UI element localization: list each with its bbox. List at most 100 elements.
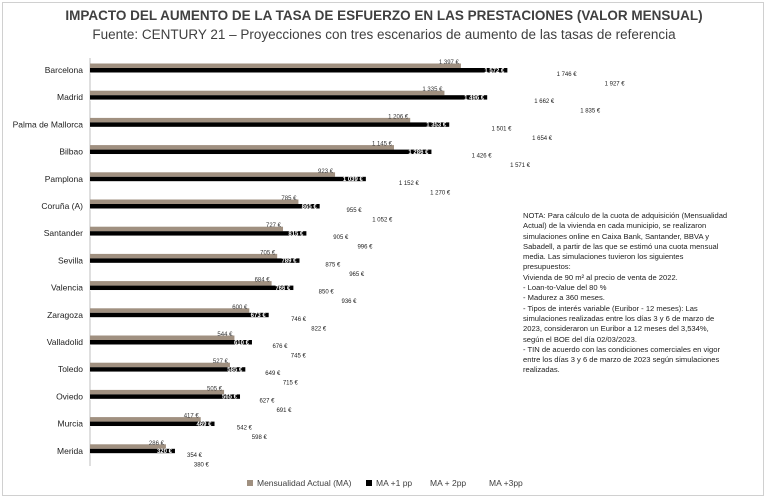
category-label-toledo: Toledo	[58, 364, 83, 374]
data-label-ma-bilbao: 1 145 €	[372, 142, 393, 148]
bar-ma-1pp-zaragoza	[90, 312, 269, 318]
category-label-pamplona: Pamplona	[45, 174, 84, 184]
data-label-ma-1pp-valencia: 766 €	[275, 286, 291, 292]
legend: Mensualidad Actual (MA) MA +1 pp MA + 2p…	[0, 478, 768, 492]
data-label-ma-barcelona: 1 397 €	[439, 60, 460, 66]
legend-label: MA +1 pp	[376, 478, 413, 488]
data-label-ma-coruna-a: 785 €	[281, 196, 297, 202]
note-line: NOTA: Para cálculo de la cuota de adquis…	[523, 211, 729, 272]
data-label-ma-murcia: 417 €	[184, 414, 200, 420]
bar-ma-3pp-zaragoza	[90, 317, 309, 319]
data-label-ma-3pp-oviedo: 691 €	[276, 408, 292, 414]
data-label-ma-2pp-valencia: 850 €	[319, 290, 335, 296]
bar-ma-1pp-pamplona	[90, 176, 366, 182]
data-label-ma-merida: 286 €	[149, 441, 165, 447]
data-label-ma-pamplona: 923 €	[318, 169, 334, 175]
note-line: - Madurez a 360 meses.	[523, 293, 605, 303]
bar-ma-3pp-sevilla	[90, 263, 347, 264]
bar-ma-3pp-coruna-a	[90, 209, 370, 210]
data-label-ma-sevilla: 705 €	[260, 250, 276, 256]
data-label-ma-2pp-palma-de-mallorca: 1 501 €	[492, 126, 513, 132]
legend-item-ma-2pp: MA + 2pp	[430, 478, 466, 488]
bar-ma-1pp-oviedo	[90, 394, 241, 399]
bar-ma-palma-de-mallorca	[90, 117, 411, 123]
category-label-merida: Merida	[57, 446, 83, 456]
legend-item-ma-3pp: MA +3pp	[489, 478, 523, 488]
data-label-ma-2pp-toledo: 649 €	[265, 371, 281, 377]
bar-ma-2pp-valladolid	[90, 344, 270, 345]
data-label-ma-3pp-toledo: 715 €	[283, 381, 299, 387]
bar-ma-2pp-bilbao	[90, 154, 469, 155]
data-label-ma-2pp-madrid: 1 662 €	[534, 99, 555, 105]
category-label-bilbao: Bilbao	[59, 147, 83, 157]
bar-ma-santander	[90, 226, 284, 232]
data-label-ma-1pp-valladolid: 610 €	[234, 340, 250, 346]
data-label-ma-1pp-sevilla: 789 €	[281, 259, 297, 265]
data-label-ma-1pp-toledo: 585 €	[227, 368, 243, 374]
bar-ma-3pp-palma-de-mallorca	[90, 127, 530, 128]
data-label-ma-3pp-coruna-a: 1 052 €	[372, 218, 393, 224]
bar-ma-3pp-merida	[90, 453, 191, 455]
data-label-ma-2pp-zaragoza: 746 €	[291, 317, 307, 323]
bar-ma-2pp-barcelona	[90, 72, 554, 73]
bar-ma-1pp-palma-de-mallorca	[90, 122, 450, 127]
data-label-ma-3pp-pamplona: 1 270 €	[430, 190, 451, 196]
data-label-ma-2pp-bilbao: 1 426 €	[472, 154, 493, 160]
data-label-ma-valladolid: 544 €	[217, 332, 233, 338]
legend-swatch-ma-1pp	[366, 480, 372, 486]
legend-item-ma-1pp: MA +1 pp	[366, 478, 412, 488]
data-label-ma-2pp-murcia: 542 €	[237, 426, 253, 432]
data-label-ma-3pp-barcelona: 1 927 €	[605, 82, 626, 88]
legend-swatch-ma	[247, 480, 253, 486]
category-label-madrid: Madrid	[57, 92, 83, 102]
data-label-ma-3pp-valladolid: 745 €	[291, 354, 307, 360]
data-label-ma-1pp-barcelona: 1 572 €	[484, 68, 505, 74]
data-label-ma-toledo: 527 €	[213, 359, 229, 365]
bar-ma-merida	[90, 444, 166, 449]
bar-ma-3pp-oviedo	[90, 399, 274, 400]
data-label-ma-1pp-murcia: 469 €	[197, 422, 213, 428]
category-label-oviedo: Oviedo	[56, 391, 83, 401]
legend-item-ma: Mensualidad Actual (MA)	[247, 478, 352, 488]
bar-ma-1pp-bilbao	[90, 149, 432, 155]
data-label-ma-madrid: 1 335 €	[422, 87, 443, 93]
bar-ma-coruna-a	[90, 199, 299, 204]
data-label-ma-1pp-bilbao: 1 286 €	[408, 150, 429, 156]
data-label-ma-2pp-oviedo: 627 €	[259, 398, 275, 404]
data-label-ma-palma-de-mallorca: 1 206 €	[388, 114, 409, 120]
bar-ma-3pp-pamplona	[90, 181, 428, 183]
bar-ma-2pp-coruna-a	[90, 208, 344, 209]
category-label-palma-de-mallorca: Palma de Mallorca	[13, 119, 84, 129]
chart-subtitle: Fuente: CENTURY 21 – Proyecciones con tr…	[92, 27, 676, 42]
data-label-ma-1pp-santander: 815 €	[288, 232, 304, 238]
bar-ma-2pp-oviedo	[90, 398, 257, 400]
data-label-ma-1pp-madrid: 1 496 €	[464, 96, 485, 102]
bar-ma-pamplona	[90, 172, 336, 177]
data-label-ma-3pp-murcia: 598 €	[252, 435, 268, 441]
methodology-note: NOTA: Para cálculo de la cuota de adquis…	[523, 211, 728, 376]
bar-ma-oviedo	[90, 389, 225, 395]
bar-ma-1pp-coruna-a	[90, 204, 320, 209]
bar-ma-2pp-santander	[90, 235, 331, 237]
legend-label: MA +3pp	[489, 478, 523, 488]
bar-ma-1pp-valencia	[90, 285, 294, 291]
category-label-coruna-a: Coruña (A)	[41, 201, 83, 211]
bar-ma-2pp-sevilla	[90, 262, 323, 264]
data-label-ma-3pp-santander: 996 €	[357, 245, 373, 251]
bar-ma-2pp-murcia	[90, 426, 234, 427]
bar-ma-3pp-murcia	[90, 426, 249, 428]
bar-ma-3pp-valencia	[90, 290, 339, 292]
bar-ma-3pp-bilbao	[90, 154, 508, 156]
bar-ma-2pp-zaragoza	[90, 317, 289, 318]
note-line: - Loan-to-Value del 80 %	[523, 283, 607, 293]
bar-ma-1pp-murcia	[90, 421, 215, 427]
data-label-ma-1pp-oviedo: 565 €	[222, 395, 238, 401]
category-label-sevilla: Sevilla	[58, 255, 83, 265]
note-line: - Tipos de interés variable (Euribor - 1…	[523, 303, 717, 344]
data-label-ma-1pp-coruna-a: 865 €	[302, 204, 318, 210]
category-label-murcia: Murcia	[57, 419, 83, 429]
bar-ma-2pp-valencia	[90, 290, 316, 291]
data-label-ma-2pp-valladolid: 676 €	[272, 344, 288, 350]
